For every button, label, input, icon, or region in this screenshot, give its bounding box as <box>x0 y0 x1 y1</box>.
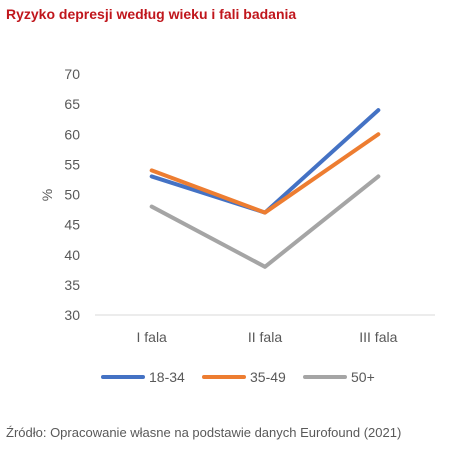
data-point <box>264 212 266 214</box>
series-line-18-34 <box>149 108 381 215</box>
y-tick-label: 70 <box>64 66 80 82</box>
legend: 18-34 35-49 50+ <box>101 369 375 385</box>
x-tick-label: I fala <box>136 329 167 345</box>
y-tick-label: 60 <box>64 126 80 142</box>
y-axis-label: % <box>39 189 55 201</box>
data-point <box>377 109 379 111</box>
x-tick-label: II fala <box>248 329 282 345</box>
data-point <box>151 169 153 171</box>
y-axis-ticks: 30 35 40 45 50 55 60 65 70 <box>64 66 80 323</box>
series-lines <box>149 108 381 269</box>
series-line-35-49 <box>149 132 381 215</box>
y-tick-label: 35 <box>64 277 80 293</box>
legend-label: 35-49 <box>250 369 286 385</box>
y-tick-label: 65 <box>64 96 80 112</box>
series-line-50+ <box>149 174 381 269</box>
chart-title: Ryzyko depresji według wieku i fali bada… <box>6 6 297 22</box>
data-point <box>151 206 153 208</box>
y-tick-label: 30 <box>64 307 80 323</box>
y-tick-label: 50 <box>64 187 80 203</box>
legend-label: 18-34 <box>149 369 185 385</box>
y-tick-label: 40 <box>64 247 80 263</box>
x-axis-ticks: I fala II fala III fala <box>136 329 397 345</box>
y-tick-label: 55 <box>64 156 80 172</box>
data-point <box>377 175 379 177</box>
data-point <box>377 133 379 135</box>
data-point <box>264 266 266 268</box>
source-note: Źródło: Opracowanie własne na podstawie … <box>6 425 402 440</box>
legend-label: 50+ <box>351 369 375 385</box>
y-tick-label: 45 <box>64 217 80 233</box>
x-tick-label: III fala <box>359 329 397 345</box>
data-point <box>151 175 153 177</box>
